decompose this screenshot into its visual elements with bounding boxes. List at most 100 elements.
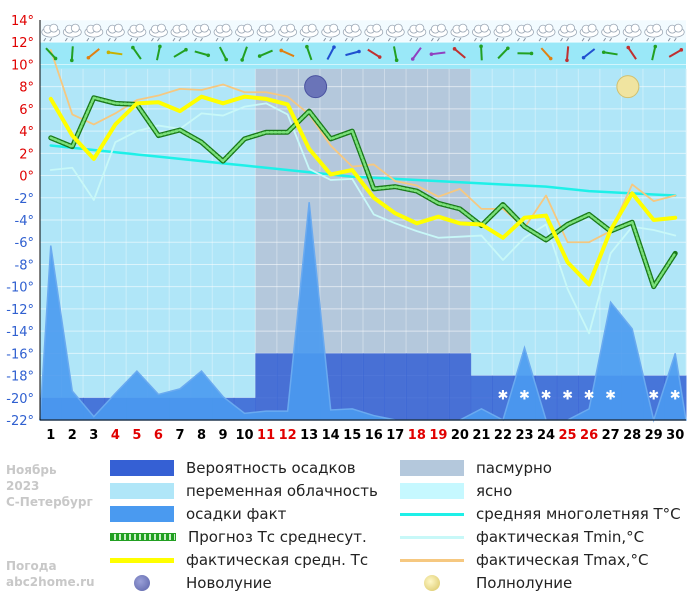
- cloud-icon: [472, 23, 491, 42]
- partly-cloudy-swatch: [110, 483, 174, 499]
- wind-arrow-head-icon: [548, 56, 553, 61]
- legend-label: фактическая Tmin,°C: [476, 528, 645, 546]
- cloud-cover-column: [276, 68, 299, 420]
- wind-arrow-head-icon: [506, 46, 510, 51]
- full-moon-icon: [400, 575, 464, 591]
- legend-item-overcast: пасмурно: [400, 458, 552, 478]
- legend-label: Полнолуние: [476, 574, 573, 592]
- wind-arrow-icon: [87, 48, 100, 59]
- x-tick-label: 13: [300, 428, 318, 443]
- wind-arrow-icon: [45, 47, 57, 60]
- cloud-cover-column: [513, 68, 536, 420]
- rain-drop: [523, 37, 526, 42]
- cloud-puff: [587, 23, 597, 33]
- wind-arrow-head-icon: [206, 53, 211, 58]
- rain-drop: [609, 37, 613, 42]
- cloud-cover-column: [556, 68, 579, 420]
- rain-drop: [243, 37, 246, 42]
- x-tick-label: 17: [386, 428, 404, 443]
- wind-arrow-icon: [241, 46, 248, 61]
- rain-drop: [157, 37, 160, 42]
- y-tick-label: -20°: [6, 392, 34, 407]
- legend-label: Новолуние: [186, 574, 272, 592]
- cloud-icon: [41, 23, 61, 42]
- rain-drop: [415, 37, 419, 42]
- wind-arrow-icon: [345, 50, 360, 57]
- rain-drop: [329, 37, 333, 42]
- cloud-cover-column: [61, 68, 84, 420]
- rain-drop: [538, 37, 542, 42]
- x-tick-label: 26: [580, 428, 598, 443]
- legend-item-full-moon: Полнолуние: [400, 573, 572, 593]
- rain-drop: [436, 37, 440, 42]
- x-tick-label: 21: [472, 428, 490, 443]
- rain-drop: [344, 37, 348, 42]
- rain-drop: [630, 37, 634, 42]
- cloud-icon: [170, 23, 190, 42]
- legend-item-new-moon: Новолуние: [110, 573, 272, 593]
- cloud-puff: [544, 23, 554, 33]
- x-tick-label: 5: [132, 428, 141, 443]
- clear-swatch: [400, 483, 464, 499]
- x-tick-label: 8: [197, 428, 206, 443]
- wind-arrow-head-icon: [479, 44, 483, 49]
- wind-arrow-icon: [392, 46, 398, 61]
- rain-drop: [301, 37, 305, 42]
- cloud-cover-column: [319, 68, 342, 420]
- cloud-cover-column: [233, 68, 256, 420]
- rain-drop: [452, 37, 456, 42]
- cloud-puff: [307, 23, 317, 33]
- wind-arrow-icon: [280, 49, 295, 58]
- wind-arrow-icon: [668, 48, 682, 58]
- cloud-puff: [135, 23, 145, 33]
- cloud-icon: [299, 23, 319, 42]
- cloud-puff: [49, 23, 59, 33]
- legend-item-partly-cloudy: переменная облачность: [110, 481, 378, 501]
- y-tick-label: -14°: [6, 325, 34, 340]
- x-tick-label: 18: [408, 428, 426, 443]
- wind-arrow-icon: [582, 48, 596, 59]
- precip-actual-area: [39, 202, 687, 423]
- x-tick-label: 10: [236, 428, 254, 443]
- cloud-icon: [536, 23, 556, 42]
- cloud-cover-column: [664, 68, 687, 420]
- y-tick-label: 12°: [11, 36, 34, 51]
- rain-drop: [172, 37, 176, 42]
- wind-arrow-icon: [497, 47, 509, 60]
- x-tick-label: 16: [365, 428, 383, 443]
- x-tick-label: 9: [219, 428, 228, 443]
- cloud-puff: [350, 23, 360, 33]
- wind-arrow-icon: [565, 46, 570, 61]
- y-tick-label: 2°: [19, 147, 34, 162]
- legend-item-precip-prob: Вероятность осадков: [110, 458, 356, 478]
- wind-arrow-head-icon: [357, 49, 361, 54]
- cloud-icon: [644, 23, 664, 42]
- rain-drop: [135, 37, 139, 42]
- y-tick-label: -16°: [6, 347, 34, 362]
- cloud-icon: [385, 23, 405, 42]
- rain-drop: [480, 37, 483, 42]
- cloud-cover-column: [255, 68, 278, 420]
- cloud-icon: [558, 23, 577, 42]
- cloud-cover-column: [449, 68, 472, 420]
- full-moon-icon: [616, 75, 640, 99]
- cloud-cover-column: [212, 68, 235, 420]
- wind-arrow-head-icon: [305, 44, 309, 49]
- y-tick-label: 14°: [11, 14, 34, 29]
- longterm-avg-line: [49, 144, 677, 197]
- cloud-cover-column: [492, 68, 515, 420]
- x-tick-label: 12: [279, 428, 297, 443]
- y-tick-label: -18°: [6, 370, 34, 385]
- wind-arrow-head-icon: [86, 55, 91, 60]
- month-label: Ноябрь: [6, 463, 57, 477]
- cloud-puff: [436, 23, 446, 33]
- rain-drop: [350, 37, 354, 42]
- year-label: 2023: [6, 479, 40, 493]
- cloud-puff: [393, 23, 403, 33]
- rain-drop: [323, 37, 327, 42]
- rain-drop: [258, 37, 262, 42]
- y-tick-label: -6°: [15, 236, 34, 251]
- precip-prob-swatch: [110, 460, 174, 476]
- moon-phases: [304, 75, 640, 99]
- actual-avg-swatch: [110, 557, 174, 563]
